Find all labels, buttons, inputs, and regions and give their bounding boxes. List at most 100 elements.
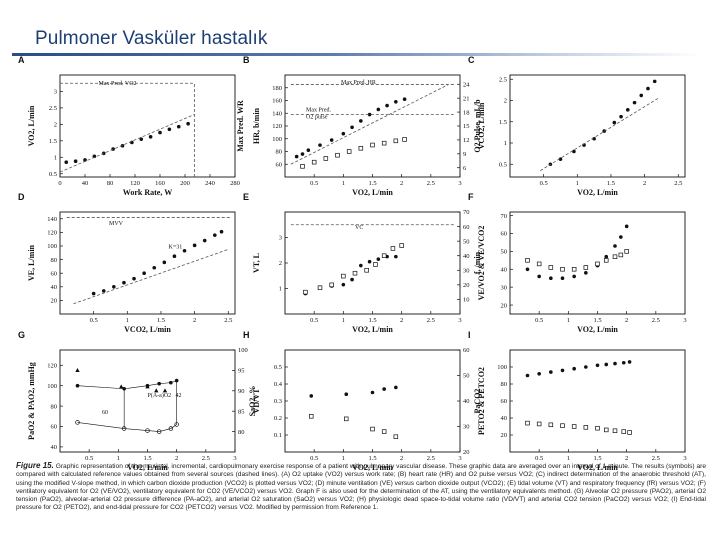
data-point-B-o2pulse: [370, 142, 375, 148]
data-point-B-o2pulse: [381, 140, 387, 146]
data-point-F-vevo2: [624, 224, 629, 229]
axes-frame-A: [59, 74, 236, 178]
data-point-B-hr: [306, 148, 311, 153]
data-point-E-vt: [376, 257, 381, 261]
panel-A: A 0 40 80 120 160 200 240 280 0.5 1 1.5 2 2.5 3 Work Ra…: [18, 55, 245, 197]
y-tick-label-I: 80: [501, 381, 508, 388]
data-point-B-o2pulse: [311, 159, 317, 165]
data-point-B-o2pulse: [393, 138, 399, 144]
y-tick-label-I: 60: [501, 398, 508, 405]
annotation-B-2: O2 pulse: [306, 115, 328, 121]
x-tick-label-F: 2.5: [652, 317, 660, 324]
y-tick-label-H: 0.2: [274, 415, 282, 422]
data-point-B-o2pulse: [402, 137, 407, 142]
data-point-G-sao2: [75, 368, 80, 372]
y2-tick-label-B: 6: [463, 165, 467, 172]
y-tick-label-I: 100: [497, 364, 507, 371]
data-point-B-o2pulse: [335, 152, 340, 158]
data-point-E-f: [399, 243, 404, 248]
x-tick-label-D: 2: [193, 317, 196, 324]
panel-C: C 0.5 1 1.5 2 2.5 0.5 1 1.5 2 2.5 VO2, L/min VCO2, L…: [468, 55, 686, 197]
data-point-A-vo2: [139, 137, 144, 141]
y2-tick-label-B: 12: [463, 137, 470, 144]
y-tick-label-H: 0.3: [274, 398, 282, 405]
x-tick-label-E: 0.5: [310, 317, 318, 324]
data-point-E-f: [317, 285, 323, 291]
x-tick-label-B: 1.5: [368, 180, 376, 187]
data-point-F-vevco2: [536, 261, 542, 267]
data-point-I-petco2: [595, 425, 600, 431]
data-point-A-vo2: [92, 154, 97, 159]
data-point-B-o2pulse: [358, 146, 364, 151]
x-tick-label-B: 2: [400, 180, 403, 187]
data-point-A-vo2: [73, 159, 78, 164]
x-tick-label-E: 2.5: [427, 317, 435, 324]
data-point-H-paco2: [370, 426, 375, 432]
panel-letter-I: I: [468, 330, 471, 340]
reference-line-D-2: [73, 249, 229, 305]
x-tick-label-G: 2: [175, 455, 178, 462]
x-tick-label-B: 0.5: [310, 180, 318, 187]
panel-letter-E: E: [243, 192, 249, 202]
data-point-D-ve: [142, 271, 146, 276]
x-tick-label-H: 3: [458, 455, 461, 462]
caption-text: Graphic representation of the maximal, i…: [16, 463, 706, 512]
y-tick-label-F: 40: [501, 266, 508, 273]
data-point-F-vevco2: [571, 267, 577, 272]
data-point-H-paco2: [344, 416, 349, 422]
data-point-F-vevco2: [603, 258, 609, 263]
data-point-I-peto2: [604, 362, 609, 367]
y-tick-label-B: 140: [272, 110, 282, 117]
y2-tick-label-H: 30: [463, 424, 470, 431]
y-tick-label-D: 80: [51, 257, 58, 264]
y-axis-title-F: VE/VO2 & VE/VCO2: [477, 226, 486, 301]
data-point-F-vevo2: [525, 267, 530, 272]
y-axis-title-B: HR, b/min: [252, 107, 261, 144]
data-point-F-vevco2: [583, 265, 589, 270]
data-point-B-hr: [294, 154, 299, 159]
y-axis-title-G: PaO2 & PAO2, mmHg: [27, 362, 36, 440]
panel-letter-D: D: [18, 192, 25, 202]
y2-axis-title-H: PaCO2: [473, 389, 482, 414]
data-point-B-hr: [376, 107, 381, 112]
axes-frame-H: [284, 349, 461, 453]
panel-B: B 0.5 1 1.5 2 2.5 3 60 80 100 120 140 160 180 6 9 12 15 18…: [243, 55, 482, 197]
data-point-A-vo2: [148, 135, 153, 139]
x-tick-label-I: 2.5: [652, 455, 660, 462]
data-point-B-hr: [402, 97, 407, 102]
data-point-E-f: [364, 268, 369, 273]
data-point-F-vevo2: [537, 274, 541, 279]
data-point-I-peto2: [613, 361, 617, 366]
panel-F: F 0.5 1 1.5 2 2.5 3 20 30 40 50 60 70 VO2, L/min VE/VO…: [468, 192, 687, 334]
y-tick-label-B: 60: [276, 161, 283, 168]
panel-H: H 0.5 1 1.5 2 2.5 3 0.1 0.2 0.3 0.4 0.5 20 30 40 50 60 VO…: [243, 330, 482, 472]
y-tick-label-I: 40: [501, 415, 508, 422]
y-tick-label-G: 40: [51, 444, 58, 451]
data-point-I-petco2: [536, 421, 542, 427]
x-tick-label-A: 160: [155, 180, 165, 187]
data-point-I-petco2: [525, 420, 530, 426]
x-tick-label-G: 1: [117, 455, 120, 462]
data-point-F-vevco2: [618, 252, 624, 258]
x-tick-label-F: 3: [683, 317, 686, 324]
data-point-F-vevo2: [613, 244, 617, 248]
data-point-B-hr: [350, 125, 354, 130]
data-point-A-vo2: [120, 143, 125, 148]
x-axis-title-E: VO2, L/min: [352, 325, 393, 334]
data-point-D-ve: [132, 276, 136, 281]
data-point-E-f: [381, 253, 387, 258]
y-tick-label-F: 70: [501, 213, 508, 220]
data-point-D-ve: [162, 260, 167, 265]
panel-G: G 0.5 1 1.5 2 2.5 3 40 60 80 100 120 80 85 90 95 100 VO2,…: [18, 330, 257, 472]
y2-tick-label-E: 50: [463, 238, 470, 245]
data-point-D-ve: [172, 254, 177, 258]
y-tick-label-B: 120: [272, 123, 282, 130]
data-point-E-f: [352, 270, 358, 276]
data-point-H-paco2: [381, 429, 387, 434]
x-tick-label-F: 0.5: [535, 317, 543, 324]
y-tick-label-A: 1.5: [49, 138, 57, 145]
data-point-E-f: [390, 246, 396, 251]
y-tick-label-A: 3: [54, 89, 57, 96]
axes-frame-C: [509, 74, 686, 178]
data-point-C-vco2: [625, 108, 630, 112]
